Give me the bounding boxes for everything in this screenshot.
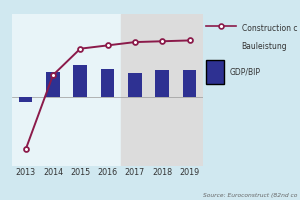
Bar bbox=[46, 72, 60, 97]
Text: GDP/BIP: GDP/BIP bbox=[230, 68, 260, 76]
Bar bbox=[128, 73, 142, 97]
Text: Source: Euroconstruct (82nd co: Source: Euroconstruct (82nd co bbox=[202, 193, 297, 198]
Bar bbox=[19, 97, 32, 102]
Bar bbox=[183, 70, 196, 97]
Bar bbox=[121, 14, 203, 166]
Text: Construction c: Construction c bbox=[242, 24, 297, 33]
Bar bbox=[155, 70, 169, 97]
Bar bbox=[101, 69, 114, 97]
Bar bbox=[74, 65, 87, 97]
Text: Bauleistung: Bauleistung bbox=[242, 42, 287, 51]
